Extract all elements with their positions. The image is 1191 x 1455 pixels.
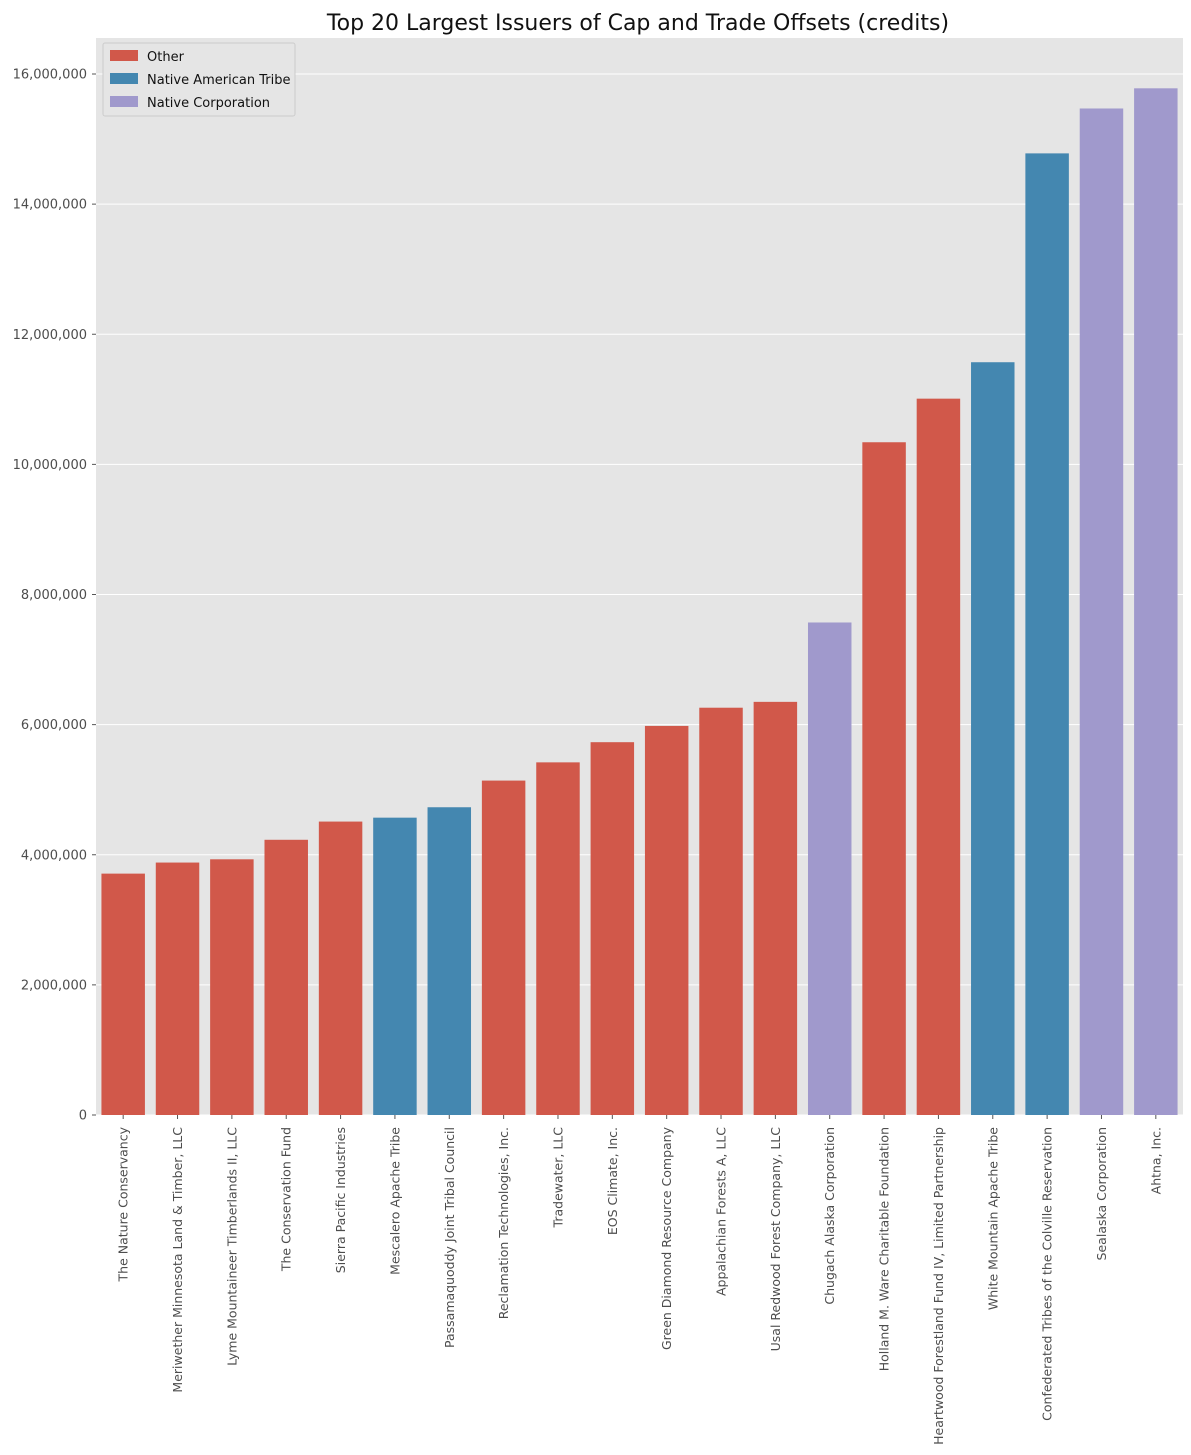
x-tick-label: Heartwood Forestland Fund IV, Limited Pa… [931, 1127, 946, 1445]
legend-swatch-other [110, 50, 138, 61]
legend-box [102, 42, 296, 117]
y-tick-label: 8,000,000 [21, 588, 87, 603]
bar-eos-climate-inc [590, 742, 635, 1115]
y-tick-label: 4,000,000 [21, 848, 87, 863]
bar-meriwether-minnesota-land-timber-llc [155, 862, 200, 1115]
x-tick-label: White Mountain Apache Tribe [985, 1127, 1000, 1310]
bar-holland-m-ware-charitable-foundation [862, 442, 906, 1115]
x-tick-label: Passamaquoddy Joint Tribal Council [442, 1127, 457, 1348]
x-tick-label: The Nature Conservancy [116, 1126, 131, 1282]
bar-heartwood-forestland-fund-iv-limited-partnership [916, 398, 961, 1115]
bar-appalachian-forests-a-llc [699, 707, 743, 1115]
legend-label-native-corporation: Native Corporation [147, 96, 270, 111]
bar-lyme-mountaineer-timberlands-ii-llc [210, 859, 254, 1115]
legend-swatch-native-american-tribe [110, 73, 138, 84]
x-tick-label: Tradewater, LLC [550, 1127, 565, 1229]
x-tick-label: Appalachian Forests A, LLC [714, 1127, 729, 1296]
x-tick-label: Mescalero Apache Tribe [387, 1127, 402, 1275]
x-axis: The Nature Conservancy Meriwether Minneso… [116, 1115, 1163, 1445]
bar-the-nature-conservancy [101, 873, 145, 1115]
x-tick-label: Confederated Tribes of the Colville Rese… [1040, 1127, 1055, 1421]
x-tick-label: Ahtna, Inc. [1148, 1127, 1163, 1194]
y-tick-label: 0 [79, 1109, 87, 1124]
y-tick-label: 14,000,000 [13, 198, 87, 213]
y-tick-label: 10,000,000 [13, 458, 87, 473]
bars [101, 88, 1178, 1116]
plot-area [96, 38, 1183, 1115]
bar-green-diamond-resource-company [644, 725, 689, 1115]
bar-sierra-pacific-industries [318, 821, 363, 1115]
x-tick-label: Usal Redwood Forest Company, LLC [768, 1127, 783, 1352]
x-tick-label: Reclamation Technologies, Inc. [496, 1127, 511, 1319]
x-tick-label: Sealaska Corporation [1094, 1127, 1109, 1260]
x-tick-label: The Conservation Fund [279, 1127, 294, 1272]
x-tick-label: EOS Climate, Inc. [605, 1127, 620, 1235]
bar-ahtna-inc [1134, 88, 1178, 1115]
bar-tradewater-llc [536, 762, 580, 1115]
legend-label-native-american-tribe: Native American Tribe [147, 73, 290, 88]
bar-confederated-tribes-of-the-colville-reservation [1025, 153, 1069, 1115]
y-tick-label: 12,000,000 [13, 328, 87, 343]
y-tick-label: 2,000,000 [21, 978, 87, 993]
bar-passamaquoddy-joint-tribal-council [427, 807, 472, 1115]
x-tick-label: Chugach Alaska Corporation [822, 1127, 837, 1305]
bar-reclamation-technologies-inc [481, 780, 526, 1115]
chart-title: Top 20 Largest Issuers of Cap and Trade … [326, 11, 949, 36]
x-tick-label: Green Diamond Resource Company [659, 1126, 674, 1350]
y-tick-label: 6,000,000 [21, 718, 87, 733]
bar-usal-redwood-forest-company-llc [753, 701, 798, 1115]
legend-swatch-native-corporation [110, 96, 138, 107]
bar-chugach-alaska-corporation [807, 622, 852, 1115]
bar-sealaska-corporation [1079, 108, 1124, 1116]
y-axis: 0 2,000,000 4,000,000 6,000,000 8,000,000 10,… [13, 68, 96, 1124]
x-tick-label: Lyme Mountaineer Timberlands II, LLC [224, 1127, 239, 1366]
y-tick-label: 16,000,000 [13, 68, 87, 83]
legend: Other Native American Tribe Native Corpo… [102, 42, 296, 117]
x-tick-label: Meriwether Minnesota Land & Timber, LLC [170, 1127, 185, 1393]
bar-the-conservation-fund [264, 839, 308, 1115]
bar-mescalero-apache-tribe [373, 817, 417, 1115]
x-tick-label: Holland M. Ware Charitable Foundation [877, 1127, 892, 1371]
legend-label-other: Other [147, 50, 185, 65]
x-tick-label: Sierra Pacific Industries [333, 1127, 348, 1273]
bar-white-mountain-apache-tribe [971, 362, 1015, 1116]
